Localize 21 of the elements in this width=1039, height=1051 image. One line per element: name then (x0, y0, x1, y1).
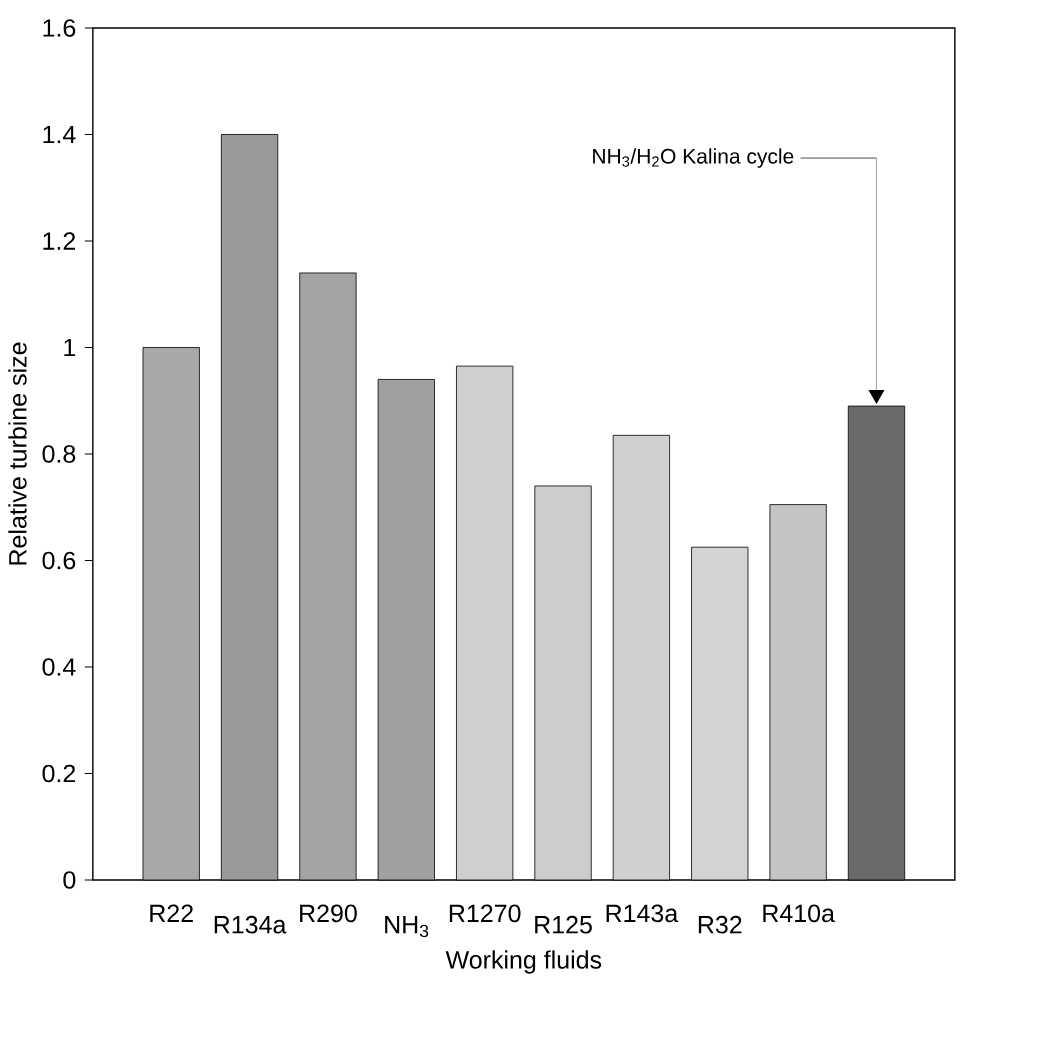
y-tick-label: 1.4 (43, 125, 76, 144)
annotation: NH$_{3}$/H$_{2}$O Kalina cycle (593, 148, 794, 168)
x-axis-title: Working fluids (445, 950, 602, 974)
y-tick-label: 0.8 (42, 445, 76, 463)
y-tick-label: 1.2 (43, 232, 75, 250)
x-tick-label: R143a (606, 904, 679, 923)
x-tick-label: R410a (763, 904, 835, 923)
y-tick-label: 0.4 (42, 658, 76, 676)
y-tick-label: 1 (64, 338, 75, 357)
y-tick-label: 1.6 (43, 19, 76, 37)
x-tick-label: R290 (300, 904, 357, 923)
x-tick-label: R125 (535, 915, 592, 934)
x-tick-label: R134a (214, 915, 287, 934)
y-tick-label: 0.2 (42, 764, 75, 783)
x-tick-label: R1270 (449, 904, 521, 923)
x-tick-label: R22 (150, 904, 193, 922)
y-tick-label: 0.6 (42, 551, 76, 570)
y-axis-title: Relative turbine size (8, 342, 27, 565)
x-tick-label: NH$_{3}$ (385, 916, 429, 938)
y-tick-label: 0 (63, 871, 76, 889)
x-tick-label: R32 (698, 915, 742, 934)
